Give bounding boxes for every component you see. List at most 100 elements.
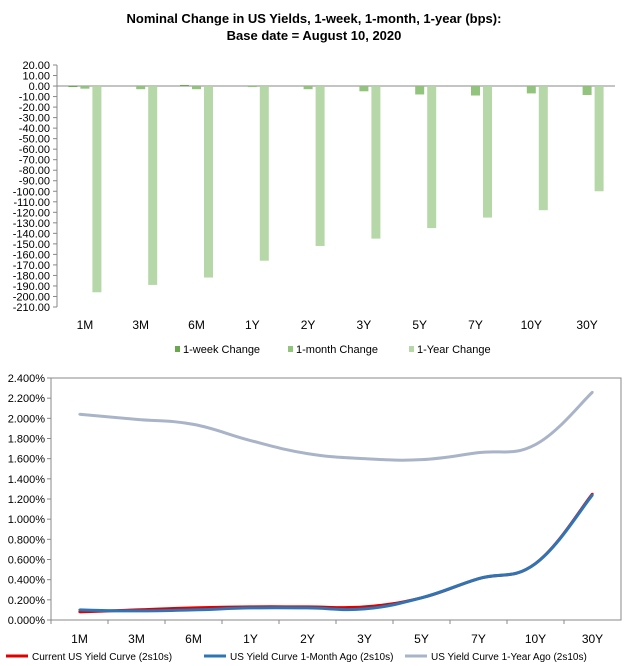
x-category-label: 3M — [128, 632, 145, 646]
y-tick-label: -110.00 — [14, 197, 51, 209]
y-tick-label: 0.200% — [8, 595, 46, 607]
bar-1-month-change-5y — [415, 86, 425, 95]
y-tick-label: -90.00 — [19, 176, 50, 188]
y-tick-label: 10.00 — [22, 71, 50, 83]
x-category-label: 5Y — [414, 632, 429, 646]
bar-1-year-change-2y — [315, 86, 325, 246]
data-point-2y — [306, 606, 309, 610]
chart-title-line-1: Nominal Change in US Yields, 1-week, 1-m… — [126, 11, 502, 26]
legend-label: 1-Year Change — [417, 344, 491, 356]
bar-1-month-change-3m — [136, 86, 146, 90]
bar-1-month-change-6m — [192, 86, 201, 90]
chart-title-line-2: Base date = August 10, 2020 — [226, 28, 402, 43]
y-tick-label: -190.00 — [13, 281, 50, 293]
y-tick-label: 1.600% — [8, 454, 46, 466]
bar-1-year-change-7y — [483, 86, 492, 218]
legend-swatch — [409, 346, 414, 352]
x-category-label: 7Y — [471, 632, 486, 646]
y-tick-label: 0.400% — [8, 575, 46, 587]
bar-1-month-change-1m — [80, 86, 90, 89]
data-point-3m — [135, 609, 138, 613]
x-category-label: 3Y — [357, 632, 372, 646]
x-category-label: 1Y — [243, 632, 258, 646]
x-category-label: 10Y — [521, 318, 542, 332]
bar-1-year-change-3m — [148, 86, 158, 285]
y-tick-label: -30.00 — [19, 113, 50, 125]
y-tick-label: 1.000% — [8, 514, 46, 526]
bar-1-week-change-1m — [68, 86, 78, 88]
bar-1-month-change-1y — [247, 86, 257, 88]
data-point-1m — [78, 413, 81, 416]
bar-1-year-change-30y — [594, 86, 604, 192]
legend-label: 1-week Change — [183, 344, 260, 356]
bar-1-year-change-1m — [92, 86, 102, 293]
line-us-yield-curve-1-month-ago-2s10s- — [79, 494, 594, 613]
data-point-3y — [363, 607, 366, 611]
bar-1-year-change-3y — [371, 86, 381, 239]
y-tick-label: -40.00 — [19, 123, 50, 135]
x-category-label: 2Y — [300, 632, 315, 646]
data-point-2y — [306, 452, 309, 455]
x-category-label: 1M — [71, 632, 88, 646]
y-tick-label: -50.00 — [19, 134, 50, 146]
x-category-label: 6M — [185, 632, 202, 646]
bar-1-month-change-30y — [582, 86, 592, 95]
bar-1-year-change-5y — [427, 86, 437, 229]
x-category-label: 30Y — [576, 318, 597, 332]
x-category-label: 3Y — [357, 318, 372, 332]
data-point-10y — [534, 562, 537, 565]
y-tick-label: 0.00 — [29, 81, 50, 93]
legend-label: US Yield Curve 1-Year Ago (2s10s) — [431, 652, 587, 663]
x-category-label: 7Y — [468, 318, 483, 332]
bar-1-year-change-6m — [204, 86, 213, 278]
line-us-yield-curve-1-year-ago-2s10s- — [79, 391, 594, 462]
y-tick-label: -80.00 — [19, 165, 50, 177]
y-tick-label: 0.800% — [8, 534, 46, 546]
plot-area-border — [50, 377, 622, 621]
y-tick-label: 2.000% — [8, 413, 46, 425]
y-tick-label: 1.200% — [8, 494, 46, 506]
bar-1-week-change-6m — [180, 84, 189, 87]
bar-1-month-change-3y — [359, 86, 369, 92]
data-point-10y — [534, 443, 537, 446]
y-tick-label: 1.400% — [8, 474, 46, 486]
data-point-3m — [135, 418, 138, 421]
y-tick-label: -10.00 — [19, 92, 50, 104]
bar-1-year-change-10y — [538, 86, 548, 211]
data-point-3y — [363, 457, 366, 460]
x-category-label: 10Y — [525, 632, 546, 646]
data-point-6m — [192, 608, 195, 612]
data-point-30y — [591, 493, 594, 497]
y-tick-label: -120.00 — [13, 207, 50, 219]
bar-1-month-change-2y — [303, 86, 313, 90]
data-point-1m — [78, 608, 81, 612]
y-tick-label: 2.400% — [8, 373, 46, 385]
y-tick-label: -70.00 — [19, 155, 50, 167]
y-tick-label: 0.000% — [8, 615, 46, 627]
legend-label: US Yield Curve 1-Month Ago (2s10s) — [230, 652, 393, 663]
data-point-5y — [420, 458, 423, 461]
data-point-1y — [249, 439, 252, 442]
y-tick-label: 1.800% — [8, 434, 46, 446]
y-tick-label: -150.00 — [13, 239, 50, 251]
y-tick-label: 0.600% — [8, 555, 46, 567]
y-tick-label: -20.00 — [19, 102, 50, 114]
y-tick-label: 2.200% — [8, 393, 46, 405]
data-point-30y — [591, 390, 594, 394]
y-tick-label: -180.00 — [13, 270, 50, 282]
y-tick-label: 20.00 — [22, 60, 50, 72]
y-tick-label: -60.00 — [19, 144, 50, 156]
legend-swatch — [288, 346, 293, 352]
y-tick-label: -170.00 — [13, 260, 50, 272]
data-point-5y — [420, 596, 423, 600]
x-category-label: 1Y — [245, 318, 260, 332]
data-point-7y — [477, 577, 480, 580]
line-current-us-yield-curve-2s10s- — [79, 493, 594, 614]
bar-chart-yield-changes: 20.0010.000.00-10.00-20.00-30.00-40.00-5… — [13, 60, 615, 356]
y-tick-label: -200.00 — [13, 291, 50, 303]
bar-1-month-change-10y — [526, 86, 536, 94]
x-category-label: 5Y — [412, 318, 427, 332]
bar-1-year-change-1y — [259, 86, 269, 261]
x-category-label: 30Y — [582, 632, 603, 646]
